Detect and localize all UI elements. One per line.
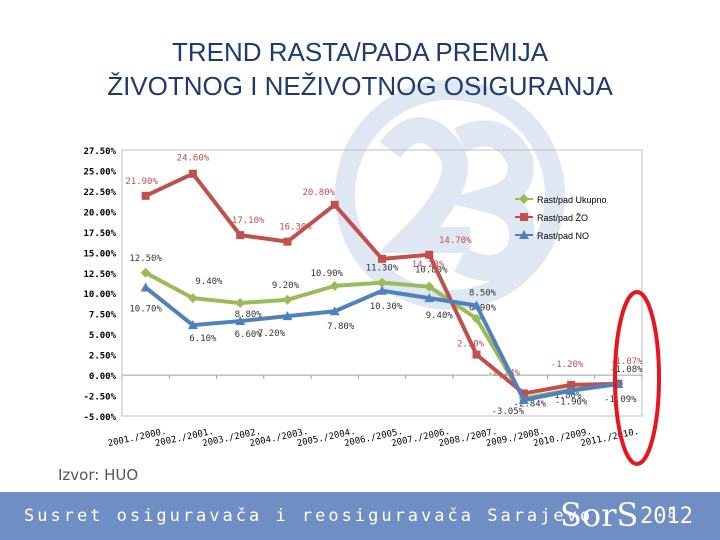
data-label: 7.20% bbox=[258, 329, 286, 339]
data-point bbox=[187, 320, 198, 330]
data-label: 20.80% bbox=[302, 188, 335, 198]
data-label: -2.84% bbox=[514, 399, 547, 409]
chart-title-line1: TREND RASTA/PADA PREMIJA bbox=[171, 37, 549, 67]
data-label: 6.60% bbox=[235, 330, 263, 340]
page-number: 8 bbox=[668, 505, 676, 521]
data-label: 6.10% bbox=[189, 334, 217, 344]
data-point bbox=[283, 237, 292, 246]
data-label: 10.70% bbox=[129, 305, 162, 315]
data-point bbox=[424, 293, 435, 303]
data-point bbox=[377, 277, 387, 288]
data-label: 16.30% bbox=[279, 223, 312, 233]
data-label: -1.07% bbox=[610, 357, 643, 367]
y-tick-label: -2.50% bbox=[83, 393, 116, 403]
data-point bbox=[140, 267, 151, 278]
data-label: -1.09% bbox=[604, 395, 637, 405]
y-tick-label: 15.00% bbox=[83, 249, 116, 259]
source-note: Izvor: HUO bbox=[58, 466, 139, 484]
y-tick-label: 10.00% bbox=[83, 290, 116, 300]
data-label: 10.30% bbox=[370, 302, 403, 312]
y-tick-label: 2.50% bbox=[89, 352, 117, 362]
data-label: -3.05% bbox=[492, 407, 525, 417]
highlight-ellipse bbox=[613, 290, 661, 466]
data-label: 24.60% bbox=[177, 154, 210, 164]
legend-marker bbox=[519, 230, 529, 239]
y-tick-label: 27.50% bbox=[83, 147, 116, 157]
data-label: 8.50% bbox=[469, 289, 497, 299]
data-label: 10.80% bbox=[415, 266, 448, 276]
y-tick-label: 17.50% bbox=[83, 229, 116, 239]
y-tick-label: -5.00% bbox=[83, 413, 116, 423]
data-point bbox=[141, 191, 150, 200]
data-label: 21.90% bbox=[125, 177, 158, 187]
data-point bbox=[235, 316, 246, 326]
data-label: -1.90% bbox=[555, 398, 588, 408]
data-label: 2.50% bbox=[457, 340, 485, 350]
data-label: 12.50% bbox=[129, 254, 162, 264]
y-tick-label: 7.50% bbox=[89, 311, 117, 321]
data-point bbox=[236, 231, 245, 240]
data-label: 11.30% bbox=[366, 264, 399, 274]
data-point bbox=[518, 395, 529, 405]
data-point bbox=[472, 350, 481, 359]
data-point bbox=[471, 300, 482, 310]
data-point bbox=[187, 293, 198, 304]
data-label: 14.20% bbox=[412, 260, 445, 270]
data-label: 8.80% bbox=[235, 310, 263, 320]
footer-bar bbox=[0, 492, 720, 540]
y-tick-label: 25.00% bbox=[83, 167, 116, 177]
legend-entry: Rast/pad NO bbox=[537, 231, 589, 241]
data-point bbox=[566, 385, 577, 395]
data-point bbox=[377, 285, 387, 295]
data-point bbox=[329, 306, 340, 316]
data-label: 7.80% bbox=[327, 322, 355, 332]
data-label: 9.40% bbox=[426, 311, 454, 321]
data-point bbox=[378, 254, 386, 263]
data-label: -2.24% bbox=[488, 368, 521, 378]
data-point bbox=[519, 389, 528, 398]
data-point bbox=[424, 281, 435, 292]
data-point bbox=[425, 250, 434, 259]
line-chart: 27.50% 25.00% 22.50% 20.00% 17.50% 15.00% 12.5… bbox=[83, 147, 661, 466]
y-tick-label: 12.50% bbox=[83, 270, 116, 280]
legend-entry: Rast/pad Ukupno bbox=[537, 195, 607, 205]
data-label: 14.70% bbox=[439, 236, 472, 246]
data-label: 9.40% bbox=[195, 277, 223, 287]
footer-text: Susret osiguravača i reosiguravača Saraj… bbox=[24, 506, 594, 526]
logo-year: 2012 bbox=[640, 504, 693, 529]
data-label: -1.20% bbox=[551, 360, 584, 370]
data-point bbox=[471, 313, 482, 324]
data-label: -1.08% bbox=[610, 365, 643, 375]
data-point bbox=[567, 380, 576, 389]
chart-title-line2: ŽIVOTNOG I NEŽIVOTNOG OSIGURANJA bbox=[107, 71, 613, 101]
legend-entry: Rast/pad ŽO bbox=[537, 213, 588, 223]
sors-logo: SorS bbox=[560, 496, 639, 534]
data-point bbox=[188, 169, 197, 178]
y-tick-label: 20.00% bbox=[83, 208, 116, 218]
data-point bbox=[235, 298, 246, 309]
data-point bbox=[140, 282, 151, 292]
data-label: 17.10% bbox=[232, 216, 265, 226]
data-point bbox=[329, 280, 340, 291]
y-tick-label: 5.00% bbox=[89, 331, 117, 341]
data-label: 9.20% bbox=[272, 281, 300, 291]
y-tick-label: 22.50% bbox=[83, 188, 116, 198]
data-point bbox=[282, 311, 293, 321]
legend-marker bbox=[520, 213, 528, 221]
y-tick-label: 0.00% bbox=[89, 372, 117, 382]
data-label: -1.80% bbox=[549, 391, 582, 401]
data-point bbox=[330, 200, 339, 209]
data-label: 10.90% bbox=[310, 269, 343, 279]
legend-marker bbox=[519, 194, 529, 204]
plot-area bbox=[121, 149, 643, 417]
data-point bbox=[282, 294, 293, 305]
data-label: 6.90% bbox=[469, 304, 497, 314]
